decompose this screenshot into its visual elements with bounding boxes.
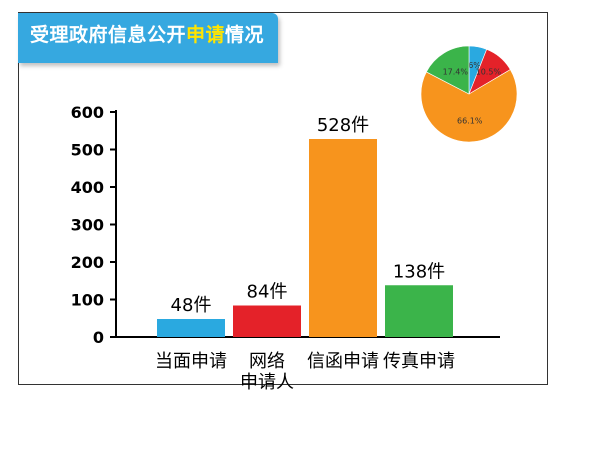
bar xyxy=(309,139,377,337)
pie-slice-label: 66.1% xyxy=(457,116,483,125)
pie-slice-label: 6% xyxy=(468,61,481,70)
pie-slice-label: 17.4% xyxy=(443,67,469,76)
title-prefix: 受理政府信息公开 xyxy=(30,24,187,46)
x-category-label: 传真申请 xyxy=(383,351,455,372)
pie-slice xyxy=(425,45,470,95)
title-highlight: 申请 xyxy=(186,24,226,46)
y-tick-label: 600 xyxy=(71,103,104,122)
title-banner xyxy=(18,13,278,63)
x-category-label: 当面申请 xyxy=(155,351,227,372)
bar-data-label: 528件 xyxy=(317,115,369,136)
chart-title: 受理政府信息公开申请情况 xyxy=(30,20,264,47)
y-tick-label: 400 xyxy=(71,178,104,197)
bar xyxy=(385,285,453,337)
x-category-label: 网络 xyxy=(249,351,285,372)
bar-data-label: 138件 xyxy=(393,261,445,282)
y-tick-label: 300 xyxy=(71,216,104,235)
bar-data-label: 48件 xyxy=(171,295,212,316)
bar xyxy=(233,305,301,337)
title-suffix: 情况 xyxy=(225,24,265,46)
pie-slice xyxy=(420,69,518,143)
bar-data-label: 84件 xyxy=(247,282,288,303)
bar xyxy=(157,319,225,337)
x-category-label: 申请人 xyxy=(240,372,294,393)
y-tick-label: 200 xyxy=(71,253,104,272)
pie-slice-label: 10.5% xyxy=(476,67,502,76)
y-tick-label: 500 xyxy=(71,141,104,160)
y-tick-label: 0 xyxy=(93,328,104,347)
x-category-label: 信函申请 xyxy=(307,351,379,372)
y-tick-label: 100 xyxy=(71,291,104,310)
